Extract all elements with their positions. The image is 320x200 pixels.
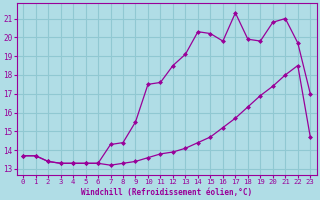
X-axis label: Windchill (Refroidissement éolien,°C): Windchill (Refroidissement éolien,°C): [81, 188, 252, 197]
